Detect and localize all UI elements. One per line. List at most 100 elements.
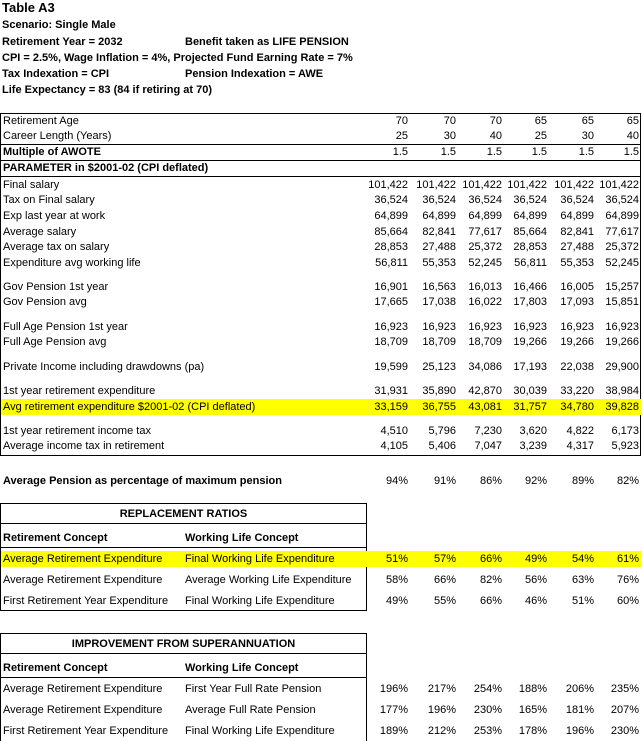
cell-value: 4,317	[566, 440, 594, 452]
cell-value: 57%	[433, 553, 456, 565]
cell-value: 91%	[433, 475, 456, 487]
row-label: Average Retirement Expenditure	[3, 704, 163, 716]
cell-value: 235%	[610, 683, 639, 695]
cell-value: 89%	[571, 475, 594, 487]
cell-value: 22,038	[560, 361, 594, 373]
row-highlight	[1, 551, 641, 567]
rule-line	[0, 455, 641, 456]
cell-value: 16,923	[374, 321, 408, 333]
cell-value: 19,266	[560, 336, 594, 348]
rule-line	[0, 653, 367, 654]
assumption: Tax Indexation = CPI	[2, 68, 110, 80]
cell-value: 77,617	[468, 226, 502, 238]
cell-value: 33,220	[560, 385, 594, 397]
cell-value: 25	[395, 130, 408, 142]
column-header: Retirement Concept	[3, 532, 108, 544]
row-label: Final Working Life Expenditure	[185, 595, 335, 607]
cell-value: 35,890	[422, 385, 456, 397]
assumption: CPI = 2.5%, Wage Inflation = 4%, Project…	[2, 52, 353, 64]
cell-value: 52,245	[605, 257, 639, 269]
cell-value: 66%	[433, 574, 456, 586]
cell-value: 181%	[565, 704, 594, 716]
cell-value: 1.5	[486, 146, 502, 158]
cell-value: 82%	[616, 475, 639, 487]
cell-value: 60%	[616, 595, 639, 607]
rule-line	[366, 633, 367, 741]
cell-value: 85,664	[374, 226, 408, 238]
cell-value: 5,796	[428, 425, 456, 437]
row-label: Full Age Pension 1st year	[3, 321, 128, 333]
row-label: Average Pension as percentage of maximum…	[3, 475, 282, 487]
cell-value: 17,193	[513, 361, 547, 373]
row-label: Average Full Rate Pension	[185, 704, 316, 716]
cell-value: 31,757	[513, 401, 547, 413]
cell-value: 40	[626, 130, 639, 142]
cell-value: 4,822	[566, 425, 594, 437]
cell-value: 101,422	[599, 179, 639, 191]
cell-value: 16,901	[374, 281, 408, 293]
cell-value: 30	[443, 130, 456, 142]
cell-value: 101,422	[507, 179, 547, 191]
cell-value: 101,422	[554, 179, 594, 191]
cell-value: 5,406	[428, 440, 456, 452]
row-label: Average income tax in retirement	[3, 440, 165, 452]
rule-line	[0, 633, 1, 741]
rule-line	[0, 113, 1, 456]
cell-value: 188%	[518, 683, 547, 695]
cell-value: 230%	[610, 725, 639, 737]
cell-value: 196%	[379, 683, 408, 695]
row-label: Retirement Age	[3, 115, 79, 127]
cell-value: 25,123	[422, 361, 456, 373]
cell-value: 29,900	[605, 361, 639, 373]
cell-value: 1.5	[531, 146, 547, 158]
cell-value: 36,524	[422, 194, 456, 206]
cell-value: 31,931	[374, 385, 408, 397]
cell-value: 64,899	[468, 210, 502, 222]
cell-value: 16,022	[468, 296, 502, 308]
cell-value: 1.5	[578, 146, 594, 158]
cell-value: 206%	[565, 683, 594, 695]
cell-value: 28,853	[513, 241, 547, 253]
cell-value: 52,245	[468, 257, 502, 269]
rule-line	[0, 160, 641, 161]
cell-value: 1.5	[623, 146, 639, 158]
cell-value: 34,780	[560, 401, 594, 413]
cell-value: 17,093	[560, 296, 594, 308]
cell-value: 36,755	[422, 401, 456, 413]
cell-value: 66%	[479, 595, 502, 607]
row-label: First Retirement Year Expenditure	[3, 725, 169, 737]
row-label: 1st year retirement expenditure	[3, 385, 156, 397]
rule-line	[0, 503, 367, 504]
cell-value: 16,923	[468, 321, 502, 333]
cell-value: 64,899	[513, 210, 547, 222]
row-label: Average Retirement Expenditure	[3, 574, 163, 586]
cell-value: 64,899	[374, 210, 408, 222]
row-label: Average salary	[3, 226, 77, 238]
cell-value: 16,923	[605, 321, 639, 333]
cell-value: 18,709	[422, 336, 456, 348]
cell-value: 54%	[571, 553, 594, 565]
cell-value: 1.5	[440, 146, 456, 158]
row-label: First Year Full Rate Pension	[185, 683, 322, 695]
cell-value: 15,257	[605, 281, 639, 293]
cell-value: 46%	[524, 595, 547, 607]
cell-value: 64,899	[560, 210, 594, 222]
column-header: Working Life Concept	[185, 532, 299, 544]
row-label: Full Age Pension avg	[3, 336, 107, 348]
row-label: Gov Pension avg	[3, 296, 87, 308]
table-title: Table A3	[2, 0, 55, 15]
cell-value: 36,524	[605, 194, 639, 206]
cell-value: 36,524	[560, 194, 594, 206]
cell-value: 34,086	[468, 361, 502, 373]
cell-value: 65	[626, 115, 639, 127]
cell-value: 86%	[479, 475, 502, 487]
cell-value: 51%	[571, 595, 594, 607]
cell-value: 16,466	[513, 281, 547, 293]
cell-value: 30	[581, 130, 594, 142]
cell-value: 82,841	[422, 226, 456, 238]
cell-value: 39,828	[605, 401, 639, 413]
assumption: Retirement Year = 2032	[2, 36, 123, 48]
cell-value: 16,923	[422, 321, 456, 333]
row-label: Final salary	[3, 179, 60, 191]
rule-line	[0, 523, 367, 524]
